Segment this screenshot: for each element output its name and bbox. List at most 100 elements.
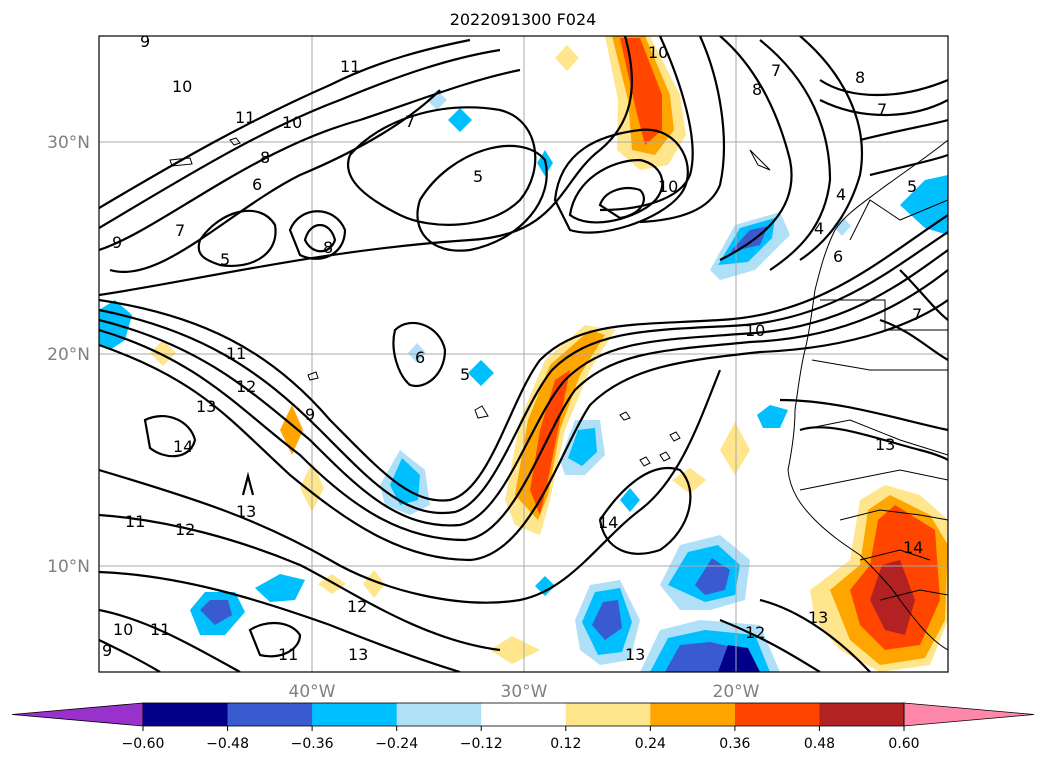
map-frame [98,35,949,673]
country-border [879,589,948,601]
contour-line [719,36,793,261]
contour-labels: 9 10 11 11 10 8 6 7 9 5 8 5 7 5 6 7 8 8 … [102,36,923,664]
y-tick-label: 10°N [47,557,90,577]
cold-anomaly [535,576,555,596]
coastlines [169,137,948,651]
y-tick-label: 30°N [47,133,90,153]
cold-anomaly [757,405,788,428]
contour-line [799,426,948,461]
cold-anomaly [833,216,851,236]
colorbar-segment [650,703,736,726]
warm-anomaly-central-inner [530,370,570,515]
island [669,431,681,442]
contour-label: 12 [745,623,765,642]
contour-line [99,231,948,515]
cold-anomaly-inner [695,558,730,595]
warm-spot [672,468,706,494]
contour-label: 4 [814,219,824,238]
warm-spot [363,570,385,598]
contour-line [248,622,302,658]
island [169,157,193,167]
country-border [859,549,931,561]
contour-label: 14 [598,513,618,532]
contour-label: 7 [771,61,781,80]
island [307,371,319,381]
contour-lines [99,36,948,672]
contour-label: 10 [658,177,678,196]
contour-label: 4 [836,185,846,204]
contour-line [99,639,161,672]
y-axis-labels: 30°N 20°N 10°N [47,133,90,577]
map-area: 9 10 11 11 10 8 6 7 9 5 8 5 7 5 6 7 8 8 … [98,35,949,673]
cold-anomaly-inner [200,600,232,625]
contour-line [99,38,471,209]
contour-label: 9 [102,641,112,660]
contour-line [416,144,548,252]
colorbar-tick-label: −0.36 [291,736,334,752]
country-border [839,509,948,521]
colorbar-tick-label: −0.48 [206,736,249,752]
contour-line [553,128,689,234]
colorbar-segment [396,703,482,726]
contour-label: 7 [175,221,185,240]
island [619,411,631,421]
contour-label: 10 [745,321,765,340]
cold-anomaly-core [568,428,597,466]
contour-label: 6 [252,175,262,194]
contour-label: 14 [903,538,923,557]
colorbar-tick-label: 0.36 [719,736,750,752]
contour-label: 8 [260,148,270,167]
island [474,405,489,419]
warm-spot [555,45,579,71]
contour-line [779,398,948,432]
country-border [820,299,948,331]
contour-label: 8 [323,238,333,257]
contour-line [241,471,255,496]
contour-line [99,269,948,542]
contour-line [99,249,948,527]
island [229,137,241,146]
contour-label: 14 [173,437,193,456]
contour-line [639,36,725,224]
cold-anomaly [620,488,640,512]
figure-title: 2022091300 F024 [450,10,597,29]
island [639,456,651,467]
contour-label: 11 [150,620,170,639]
cold-anomaly-max [718,645,760,672]
contour-line [759,598,871,672]
contour-line [109,89,441,273]
island [659,451,671,462]
colorbar-tick-label: −0.24 [375,736,418,752]
contour-line [197,209,277,268]
contour-label: 11 [125,512,145,531]
contour-line [99,299,948,562]
colorbar: −0.60 −0.48 −0.36 −0.24 −0.12 0.12 0.24 0.36 0.4… [11,702,1035,752]
contour-label: 6 [833,247,843,266]
contour-line [303,223,337,253]
contour-line [759,39,832,271]
contour-label: 10 [113,620,133,639]
contour-label: 11 [340,57,360,76]
contour-label: 11 [278,645,298,664]
country-border [799,469,948,491]
contour-label: 9 [305,405,315,424]
contour-label: 11 [235,108,255,127]
colorbar-tick-label: −0.60 [122,736,165,752]
contour-label: 13 [625,645,645,664]
colorbar-segment [734,703,820,726]
contour-line [99,513,501,652]
contour-line [143,415,197,458]
contour-line [879,318,948,361]
x-tick-label: 40°W [289,682,336,702]
contour-label: 12 [175,520,195,539]
contour-label: 13 [348,645,368,664]
contour-line [288,210,347,260]
x-axis-labels: 40°W 30°W 20°W [289,682,760,702]
contour-line [99,570,461,672]
contour-line [347,106,537,226]
contour-line [599,36,694,212]
contour-line [568,158,664,224]
contour-label: 8 [752,80,762,99]
contour-line [99,36,633,297]
